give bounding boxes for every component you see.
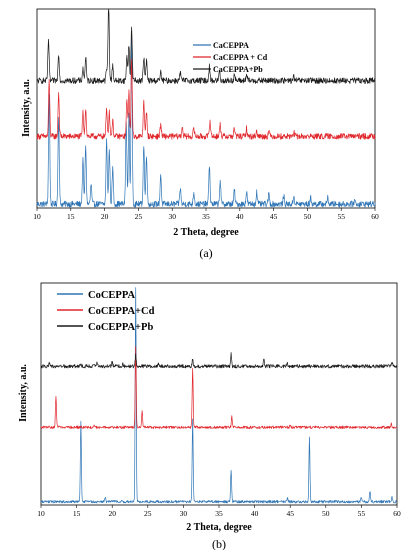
panel-a-y-axis-label: Intensity, a.u. <box>21 79 32 137</box>
panel-a-x-tick-label: 55 <box>337 212 345 221</box>
panel-b-x-tick-label: 45 <box>286 509 294 518</box>
legend-label-coceppa-pb: CoCEPPA+Pb <box>88 322 153 333</box>
panel-b-x-tick-label: 60 <box>393 509 401 518</box>
panel-a-x-tick-label: 30 <box>168 212 176 221</box>
legend-label-cacep pa-pb: CaCEPPA+Pb <box>213 65 263 74</box>
panel-a-series-line-caceppa-cd <box>36 58 376 140</box>
panel-a-chart: 10 15 20 25 30 35 40 45 50 55 60 2 Theta, degree I… <box>21 8 379 260</box>
panel-b-series-group <box>40 287 398 504</box>
legend-label-coceppa: CoCEPPA <box>88 290 135 301</box>
panel-a-x-tick-label: 50 <box>304 212 312 221</box>
panel-b-x-tick-label: 30 <box>180 509 188 518</box>
panel-a-x-ticks: 10 15 20 25 30 35 40 45 50 55 60 <box>33 208 379 221</box>
panel-a-x-tick-label: 60 <box>371 212 379 221</box>
panel-b-x-tick-label: 15 <box>73 509 81 518</box>
panel-b-series-line-coceppa <box>40 287 398 504</box>
panel-a-plot-frame <box>36 8 376 209</box>
panel-b-x-tick-label: 25 <box>144 509 152 518</box>
panel-b-x-axis-label: 2 Theta, degree <box>186 522 252 533</box>
legend-label-coceppa-cd: CoCEPPA+Cd <box>88 306 155 317</box>
panel-b-x-tick-label: 50 <box>322 509 330 518</box>
panel-b-x-ticks: 10 15 20 25 30 35 40 45 50 55 60 <box>37 505 401 518</box>
panel-b-series-line-coceppa-cd <box>40 346 398 429</box>
legend-label-cacep pa: CaCEPPA <box>213 41 249 50</box>
panel-a-x-tick-label: 25 <box>135 212 143 221</box>
panel-a-x-tick-label: 45 <box>270 212 278 221</box>
panel-b-x-tick-label: 10 <box>37 509 45 518</box>
panel-b-x-tick-label: 20 <box>108 509 116 518</box>
panel-a-x-tick-label: 15 <box>67 212 75 221</box>
legend-label-cacep pa-cd: CaCEPPA + Cd <box>213 53 268 62</box>
panel-a-series-line-caceppa-pb <box>36 8 376 84</box>
panel-b-x-tick-label: 40 <box>251 509 259 518</box>
panel-a-x-tick-label: 35 <box>202 212 210 221</box>
panel-b-x-tick-label: 55 <box>358 509 366 518</box>
panel-a-caption: (a) <box>199 246 212 260</box>
panel-a-x-tick-label: 40 <box>236 212 244 221</box>
panel-a-series-group <box>36 8 376 208</box>
panel-a-x-axis-label: 2 Theta, degree <box>173 227 239 238</box>
panel-b-y-axis-label: Intensity, a.u. <box>18 364 29 422</box>
panel-b-chart: 10 15 20 25 30 35 40 45 50 55 60 2 Theta, degree I… <box>18 282 401 550</box>
panel-a-x-tick-label: 10 <box>33 212 41 221</box>
panel-a-series-line-caceppa <box>36 31 376 208</box>
panel-a-x-tick-label: 20 <box>101 212 109 221</box>
panel-a-legend: CaCEPPA CaCEPPA + Cd CaCEPPA+Pb <box>193 41 268 74</box>
panel-b-x-tick-label: 35 <box>215 509 223 518</box>
panel-b-legend: CoCEPPA CoCEPPA+Cd CoCEPPA+Pb <box>57 290 155 333</box>
panel-b-caption: (b) <box>212 537 226 550</box>
panel-b-series-line-coceppa-pb <box>40 352 398 369</box>
